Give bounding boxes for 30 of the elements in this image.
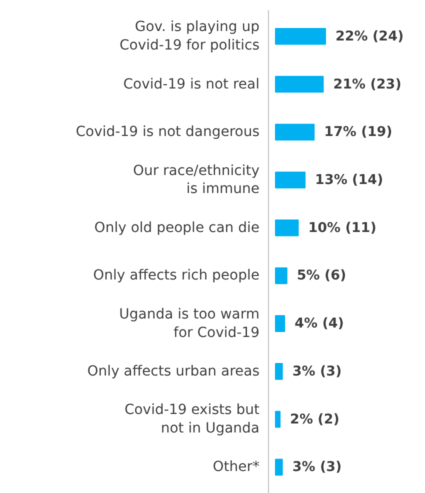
bar: [275, 315, 286, 332]
data-label: 4% (4): [294, 316, 344, 332]
bar: [275, 458, 283, 476]
y-tick-label: Only affects urban areas: [87, 363, 260, 380]
bar: [275, 76, 324, 93]
data-label: 3% (3): [292, 363, 342, 380]
y-tick-label: Only affects rich people: [93, 268, 260, 284]
bar: [275, 28, 326, 45]
data-label: 22% (24): [336, 28, 404, 44]
data-label: 5% (6): [296, 268, 346, 284]
bar: [275, 363, 283, 380]
data-label: 13% (14): [315, 172, 384, 188]
y-tick-label: Uganda is too warm for Covid-19: [119, 306, 260, 341]
y-tick-label: Other*: [212, 459, 260, 476]
data-label: 3% (3): [292, 459, 342, 476]
bar: [275, 219, 299, 236]
y-tick-label: Covid-19 exists but not in Uganda: [124, 402, 260, 437]
y-tick-label: Gov. is playing up Covid-19 for politics: [119, 19, 260, 54]
bar: [275, 124, 315, 141]
data-label: 2% (2): [290, 411, 340, 428]
bar: [275, 410, 281, 428]
y-tick-label: Covid-19 is not dangerous: [76, 124, 260, 140]
y-tick-label: Only old people can die: [94, 220, 260, 236]
y-tick-label: Our race/ethnicity is immune: [132, 162, 260, 198]
bar: [275, 267, 288, 284]
data-label: 17% (19): [324, 124, 392, 140]
bar: [275, 172, 306, 188]
data-label: 21% (23): [333, 76, 402, 92]
data-label: 10% (11): [308, 220, 376, 236]
y-tick-label: Covid-19 is not real: [123, 76, 260, 92]
